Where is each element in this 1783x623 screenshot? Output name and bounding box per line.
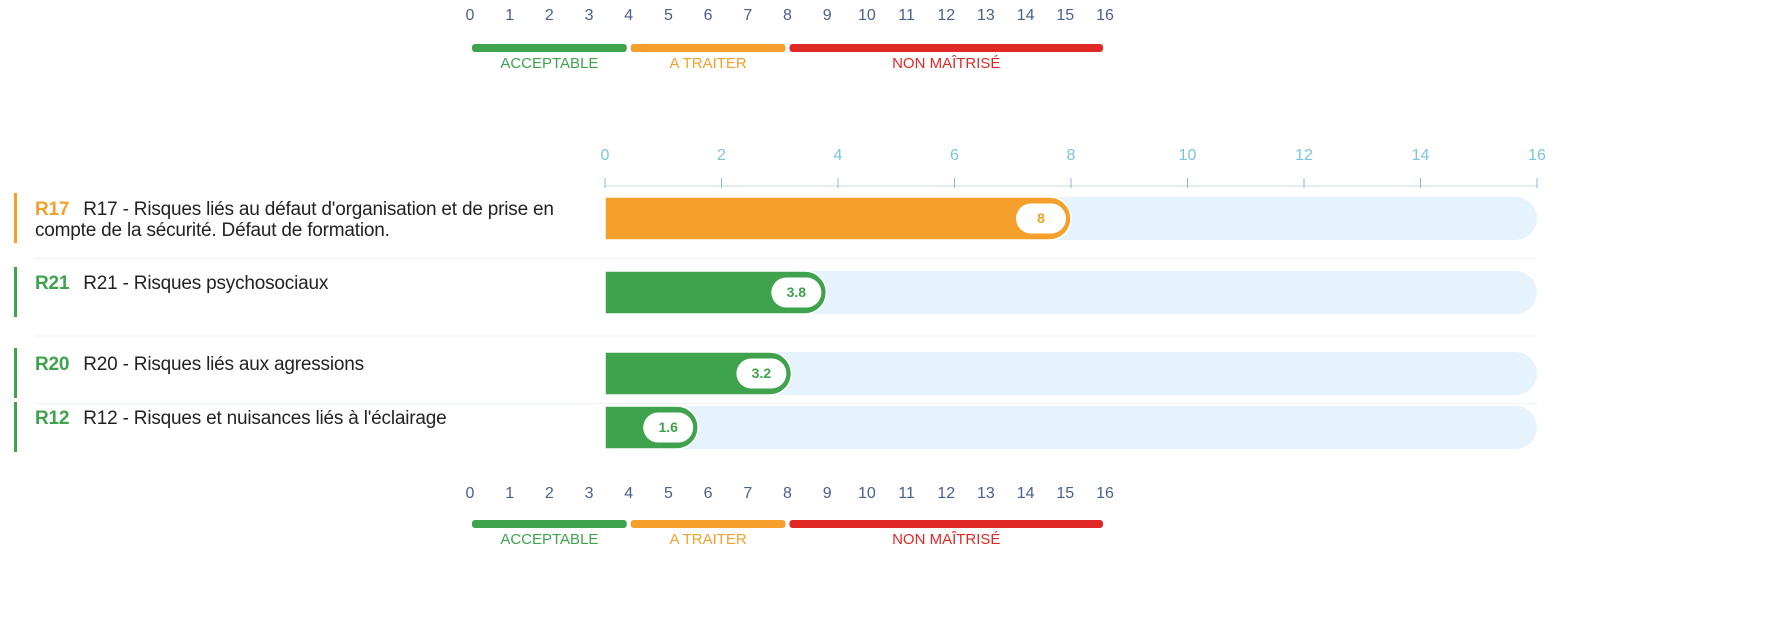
scale-tick-label: 11 [898,7,915,24]
x-tick-label: 2 [717,147,726,164]
scale-tick-label: 3 [585,7,594,24]
row-code: R20 [35,354,70,375]
bar [604,196,1072,241]
row-label: R17 R17 - Risques liés au défaut d'organi… [35,199,615,241]
scale-tick-label: 2 [545,7,554,24]
row-marker [14,193,17,243]
row-title: R12 - Risques et nuisances liés à l'écla… [83,408,447,429]
scale-tick-label: 15 [1056,485,1074,502]
scale-zone-label: NON MAÎTRISÉ [892,531,1000,548]
bar-track [605,352,1537,395]
scale-zone [472,44,627,52]
row-code: R17 [35,199,70,220]
scale-tick-label: 15 [1056,7,1074,24]
value-badge [1016,203,1066,234]
scale-tick-label: 1 [505,7,514,24]
scale-tick-label: 12 [937,485,955,502]
scale-tick-label: 9 [823,7,832,24]
scale-tick-label: 2 [545,485,554,502]
scale-tick-label: 6 [704,485,713,502]
scale-tick-label: 8 [783,485,792,502]
x-tick-label: 10 [1179,147,1197,164]
row-label: R21 R21 - Risques psychosociaux [35,273,615,294]
value-label: 3.8 [787,284,807,300]
scale-zone [630,520,786,528]
scale-tick-label: 11 [898,485,915,502]
scale-tick-label: 0 [466,485,475,502]
x-tick-label: 0 [601,147,610,164]
scale-zone [789,520,1103,528]
scale-tick-label: 16 [1096,7,1114,24]
row-marker [14,267,17,317]
x-tick-label: 4 [834,147,843,164]
value-label: 8 [1037,210,1045,226]
scale-zone-label: ACCEPTABLE [500,55,598,72]
scale-tick-label: 3 [585,485,594,502]
row-label: R12 R12 - Risques et nuisances liés à l'é… [35,408,615,429]
row-marker [14,348,17,398]
scale-tick-label: 12 [937,7,955,24]
x-tick-label: 14 [1412,147,1430,164]
scale-tick-label: 1 [505,485,514,502]
scale-zone-label: NON MAÎTRISÉ [892,55,1000,72]
x-tick-label: 12 [1295,147,1313,164]
scale-tick-label: 10 [858,485,876,502]
scale-zone [630,44,786,52]
scale-tick-label: 5 [664,7,673,24]
scale-tick-label: 13 [977,7,995,24]
scale-tick-label: 7 [743,485,752,502]
scale-tick-label: 10 [858,7,876,24]
row-title: R21 - Risques psychosociaux [83,273,329,294]
value-label: 1.6 [658,419,678,435]
x-tick-label: 8 [1067,147,1076,164]
row-label: R20 R20 - Risques liés aux agressions [35,354,615,375]
bar-track [605,406,1537,449]
row-title: R17 - Risques liés au défaut d'organisat… [35,199,554,241]
scale-tick-label: 0 [466,7,475,24]
scale-tick-label: 16 [1096,485,1114,502]
scale-tick-label: 6 [704,7,713,24]
x-tick-label: 16 [1528,147,1546,164]
value-label: 3.2 [752,365,772,381]
row-title: R20 - Risques liés aux agressions [83,354,364,375]
scale-tick-label: 8 [783,7,792,24]
row-code: R12 [35,408,70,429]
row-marker [14,402,17,452]
bar-track [605,271,1537,314]
x-tick-label: 6 [950,147,959,164]
scale-tick-label: 5 [664,485,673,502]
value-badge [771,277,822,308]
scale-zone [789,44,1103,52]
scale-zone-label: A TRAITER [670,531,747,548]
scale-tick-label: 4 [624,485,633,502]
bar [604,270,828,315]
value-badge [736,358,787,389]
scale-zone-label: A TRAITER [670,55,747,72]
scale-tick-label: 14 [1017,485,1035,502]
scale-tick-label: 7 [743,7,752,24]
scale-tick-label: 9 [823,485,832,502]
scale-tick-label: 4 [624,7,633,24]
row-code: R21 [35,273,70,294]
scale-tick-label: 14 [1017,7,1035,24]
scale-zone-label: ACCEPTABLE [500,531,598,548]
value-badge [643,412,694,443]
scale-tick-label: 13 [977,485,995,502]
scale-zone [472,520,627,528]
